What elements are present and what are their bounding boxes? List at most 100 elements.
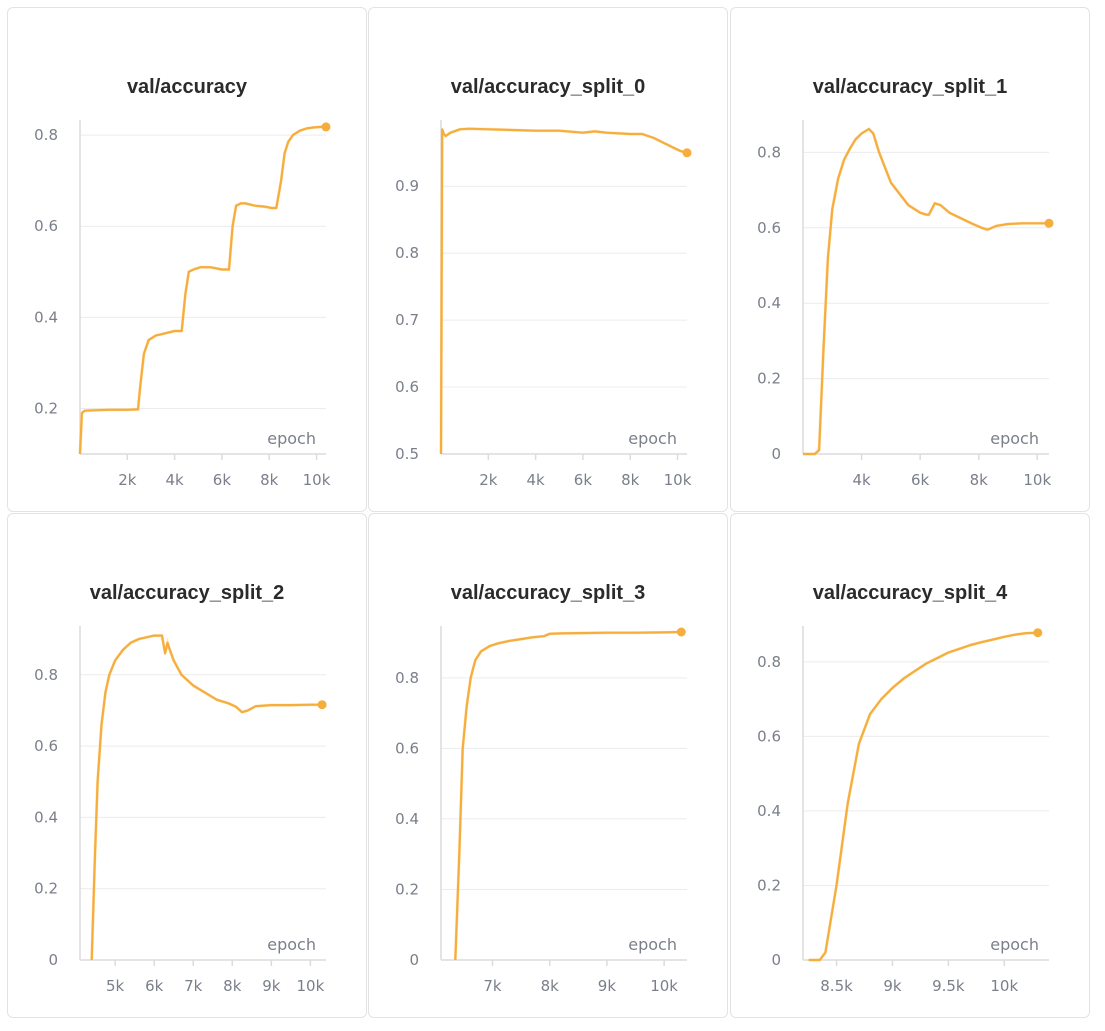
series-raw-line [439,127,688,455]
y-tick-label: 0.9 [395,177,419,195]
chart-svg: 0 0.2 0.4 0.6 0.8 5k 6k 7k 8k 9k 10k epoch [34,626,327,995]
x-tick-label: 8.5k [820,977,853,995]
x-tick-label: 6k [145,977,164,995]
y-tick-label: 0 [771,445,781,463]
series-raw-line [808,631,1038,962]
y-tick-label: 0.8 [395,669,419,687]
series-raw-line [78,125,326,455]
y-tick-label: 0.6 [757,219,781,237]
chart-title: val/accuracy [126,76,248,98]
series-line [803,127,1049,456]
series-line [808,631,1038,962]
y-tick-label: 0.8 [395,244,419,262]
x-axis-label: epoch [990,429,1039,448]
y-tick-label: 0 [771,951,781,969]
series-line [90,634,323,961]
x-tick-label: 10k [990,977,1018,995]
chart-title: val/accuracy_split_0 [450,76,646,98]
x-tick-label: 4k [165,471,184,489]
series-end-point[interactable] [682,148,692,158]
y-tick-label: 0 [48,951,58,969]
x-tick-label: 9.5k [932,977,965,995]
x-tick-label: 10k [303,471,331,489]
x-tick-label: 8k [541,977,560,995]
chart-svg: 0 0.2 0.4 0.6 0.8 7k 8k 9k 10k epoch [395,626,687,995]
x-tick-label: 5k [106,977,125,995]
x-tick-label: 10k [664,471,692,489]
x-tick-label: 7k [483,977,502,995]
chart-panel: val/accuracy_split_2 0 0.2 0.4 0.6 0.8 5k 6k 7k 8… [7,513,367,1018]
series-end-point[interactable] [1044,218,1054,228]
series-raw-line [803,127,1049,456]
series-line [439,127,688,455]
y-tick-label: 0.2 [34,399,58,417]
series-end-point[interactable] [1033,628,1043,638]
y-tick-label: 0.6 [395,378,419,396]
y-tick-label: 0.2 [34,880,58,898]
series-raw-line [453,630,682,961]
y-tick-label: 0.5 [395,445,419,463]
y-tick-label: 0.2 [757,876,781,894]
chart-panel: val/accuracy_split_3 0 0.2 0.4 0.6 0.8 7k 8k 9k 1… [368,513,728,1018]
y-tick-label: 0.8 [757,653,781,671]
series-raw-line [90,634,323,961]
x-tick-label: 6k [911,471,930,489]
chart-panel: val/accuracy 0.2 0.4 0.6 0.8 2k 4k 6k 8k 10k epoch [7,7,367,512]
x-tick-label: 8k [621,471,640,489]
chart-panel: val/accuracy_split_0 0.5 0.6 0.7 0.8 0.9 2k 4k 6… [368,7,728,512]
x-tick-label: 4k [852,471,871,489]
y-tick-label: 0.4 [395,810,419,828]
x-axis-label: epoch [267,429,316,448]
y-tick-label: 0.7 [395,311,419,329]
chart-svg: 0.2 0.4 0.6 0.8 2k 4k 6k 8k 10k epoch [34,120,331,489]
y-tick-label: 0.6 [34,217,58,235]
x-tick-label: 10k [296,977,324,995]
y-tick-label: 0.8 [757,143,781,161]
series-end-point[interactable] [317,700,327,710]
x-tick-label: 8k [970,471,989,489]
series-end-point[interactable] [321,122,331,132]
chart-svg: 0 0.2 0.4 0.6 0.8 8.5k 9k 9.5k 10k epoch [757,626,1049,995]
x-tick-label: 9k [598,977,617,995]
series-line [78,125,326,455]
y-tick-label: 0.8 [34,126,58,144]
x-tick-label: 4k [526,471,545,489]
chart-title: val/accuracy_split_2 [89,582,285,604]
x-tick-label: 8k [223,977,242,995]
chart-svg: 0.5 0.6 0.7 0.8 0.9 2k 4k 6k 8k 10k epoch [395,120,692,489]
y-tick-label: 0.2 [757,370,781,388]
x-tick-label: 6k [213,471,232,489]
chart-title: val/accuracy_split_4 [812,582,1008,604]
x-axis-label: epoch [267,935,316,954]
y-tick-label: 0.6 [34,737,58,755]
y-tick-label: 0.2 [395,880,419,898]
y-tick-label: 0.4 [34,308,58,326]
chart-panel: val/accuracy_split_4 0 0.2 0.4 0.6 0.8 8.5k 9k 9… [730,513,1090,1018]
y-tick-label: 0.4 [757,294,781,312]
series-end-point[interactable] [676,627,686,637]
y-tick-label: 0 [409,951,419,969]
series-line [454,630,682,961]
x-axis-label: epoch [628,935,677,954]
y-tick-label: 0.4 [757,802,781,820]
x-tick-label: 2k [118,471,137,489]
x-tick-label: 10k [650,977,678,995]
x-tick-label: 2k [479,471,498,489]
x-tick-label: 10k [1023,471,1051,489]
x-axis-label: epoch [628,429,677,448]
chart-title: val/accuracy_split_1 [812,76,1008,98]
x-tick-label: 8k [260,471,279,489]
x-tick-label: 9k [883,977,902,995]
chart-panel: val/accuracy_split_1 0 0.2 0.4 0.6 0.8 4k 6k 8k 1… [730,7,1090,512]
x-tick-label: 7k [184,977,203,995]
y-tick-label: 0.6 [757,727,781,745]
y-tick-label: 0.4 [34,808,58,826]
x-axis-label: epoch [990,935,1039,954]
x-tick-label: 9k [262,977,281,995]
y-tick-label: 0.8 [34,666,58,684]
chart-title: val/accuracy_split_3 [450,582,646,604]
x-tick-label: 6k [574,471,593,489]
chart-svg: 0 0.2 0.4 0.6 0.8 4k 6k 8k 10k epoch [757,120,1054,489]
y-tick-label: 0.6 [395,739,419,757]
